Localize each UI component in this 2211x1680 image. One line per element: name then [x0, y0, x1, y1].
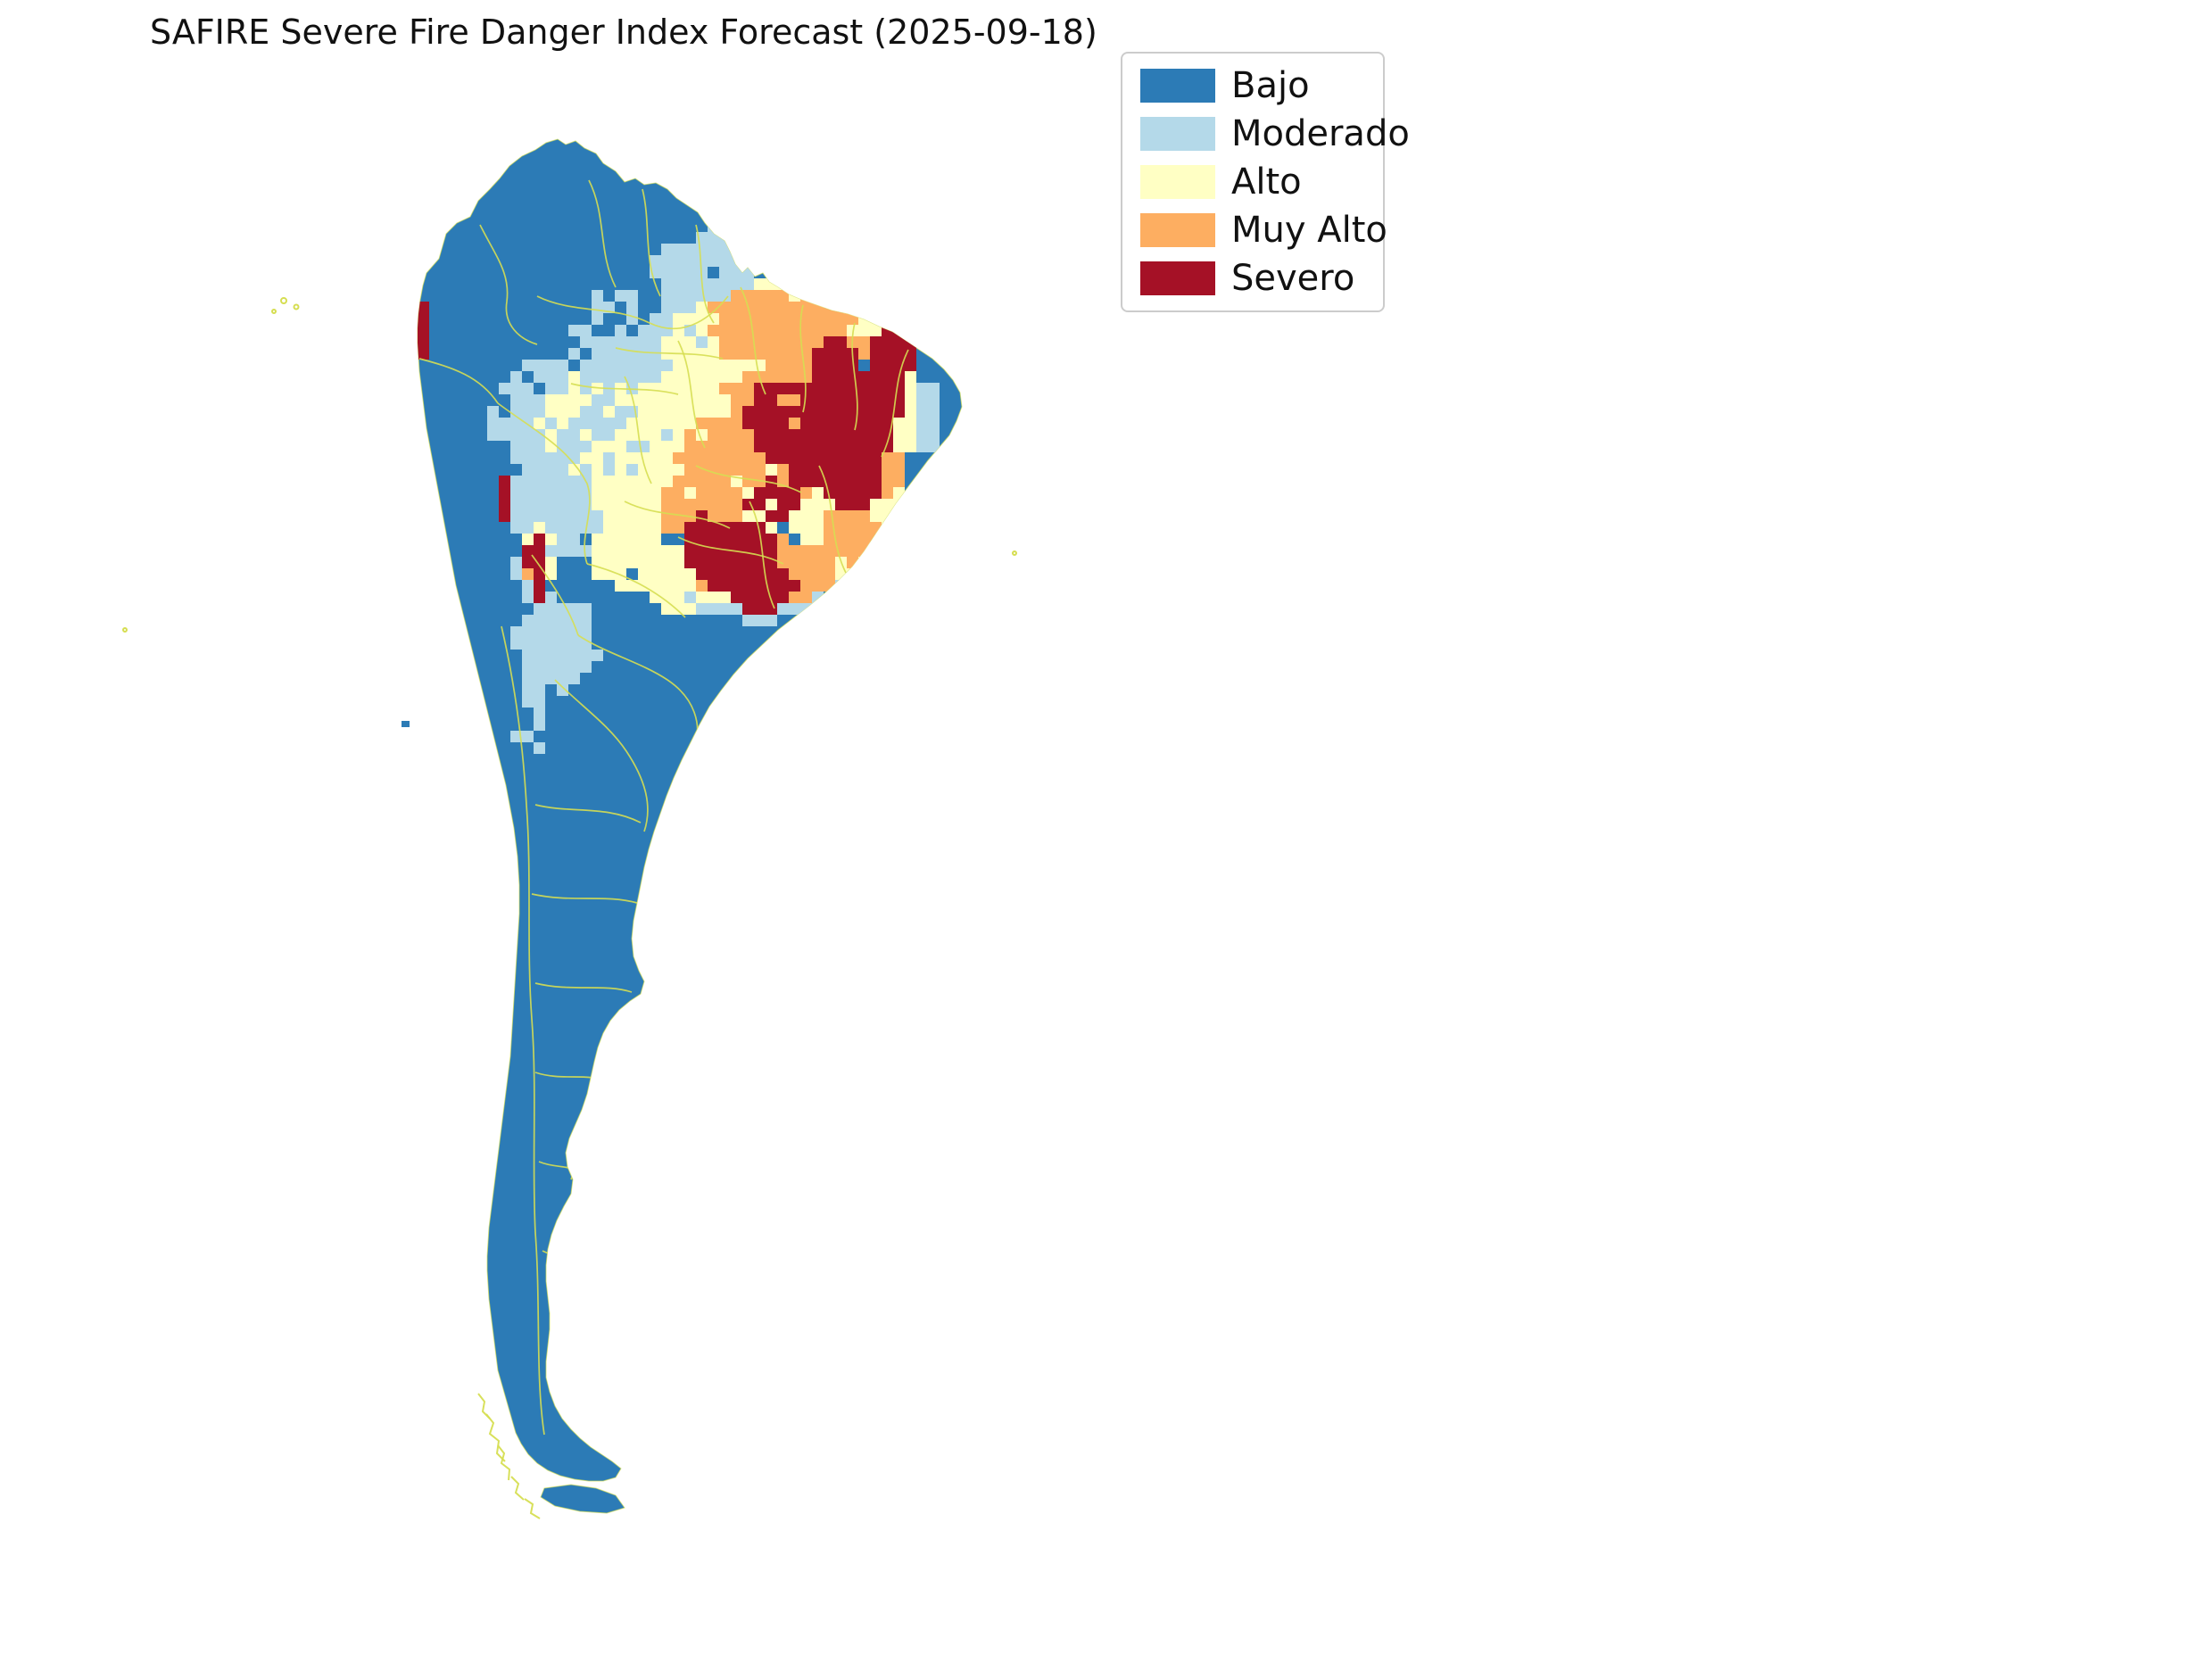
legend-label-severo: Severo: [1231, 258, 1355, 299]
legend-label-alto: Alto: [1231, 161, 1302, 203]
fjord-squiggles: [477, 1393, 541, 1519]
legend: Bajo Moderado Alto Muy Alto Severo: [1121, 52, 1410, 312]
legend-swatch-muy-alto: [1140, 213, 1215, 247]
legend-item-severo: Severo: [1140, 259, 1365, 298]
legend-label-bajo: Bajo: [1231, 65, 1310, 106]
legend-label-moderado: Moderado: [1231, 113, 1410, 154]
galapagos-specks: [122, 297, 1017, 633]
legend-item-muy-alto: Muy Alto: [1140, 211, 1387, 250]
legend-item-bajo: Bajo: [1140, 66, 1365, 105]
legend-swatch-alto: [1140, 165, 1215, 199]
legend-swatch-bajo: [1140, 69, 1215, 103]
map-title: SAFIRE Severe Fire Danger Index Forecast…: [150, 12, 1097, 52]
legend-swatch-moderado: [1140, 117, 1215, 151]
tierra-del-fuego-island: [540, 1484, 625, 1514]
legend-item-moderado: Moderado: [1140, 114, 1410, 153]
legend-item-alto: Alto: [1140, 162, 1365, 202]
legend-label-muy-alto: Muy Alto: [1231, 210, 1387, 251]
legend-swatch-severo: [1140, 261, 1215, 295]
small-island-dot: [402, 721, 410, 727]
